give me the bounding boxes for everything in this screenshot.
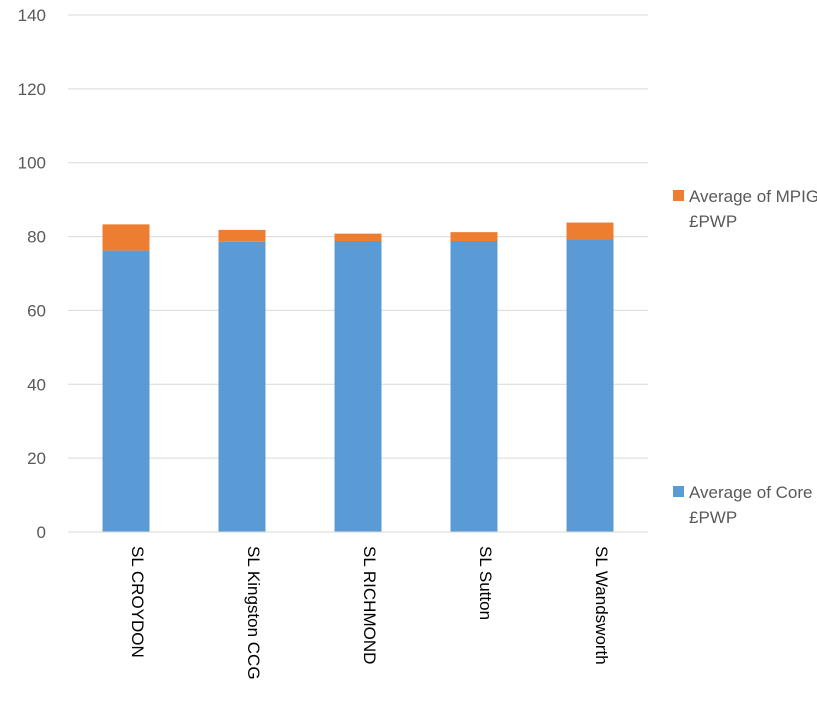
legend-label-core: Average of Core £PWP — [689, 483, 813, 527]
legend-item-core: Average of Core £PWP — [673, 480, 817, 530]
y-tick-label: 120 — [18, 80, 46, 99]
x-category-label: SL CROYDON — [128, 546, 147, 658]
x-category-label: SL Kingston CCG — [244, 546, 263, 680]
legend-swatch-mpig — [673, 190, 684, 201]
y-tick-label: 140 — [18, 6, 46, 25]
bar-mpig — [102, 224, 150, 251]
x-category-label: SL RICHMOND — [360, 546, 379, 664]
y-tick-label: 60 — [27, 301, 46, 320]
y-tick-label: 40 — [27, 375, 46, 394]
x-axis-category-labels: SL CROYDON SL Kingston CCG SL RICHMOND SL S… — [128, 546, 611, 680]
bar-core — [450, 241, 498, 532]
y-axis-tick-labels: 0 20 40 60 80 100 120 140 — [18, 6, 46, 542]
bar-core — [218, 241, 266, 532]
bars — [102, 222, 614, 533]
bar-core — [566, 239, 614, 533]
bar-core — [102, 250, 150, 532]
y-tick-label: 20 — [27, 449, 46, 468]
y-tick-label: 100 — [18, 154, 46, 173]
y-tick-label: 0 — [37, 523, 46, 542]
x-category-label: SL Wandsworth — [592, 546, 611, 665]
legend-label-mpig: Average of MPIG £PWP — [689, 187, 817, 231]
bar-mpig — [218, 229, 266, 242]
bar-mpig — [334, 233, 382, 242]
y-tick-label: 80 — [27, 228, 46, 247]
bar-core — [334, 241, 382, 532]
legend-swatch-core — [673, 486, 684, 497]
bar-mpig — [450, 232, 498, 242]
x-category-label: SL Sutton — [476, 546, 495, 620]
bar-mpig — [566, 222, 614, 240]
legend-item-mpig: Average of MPIG £PWP — [673, 184, 817, 234]
